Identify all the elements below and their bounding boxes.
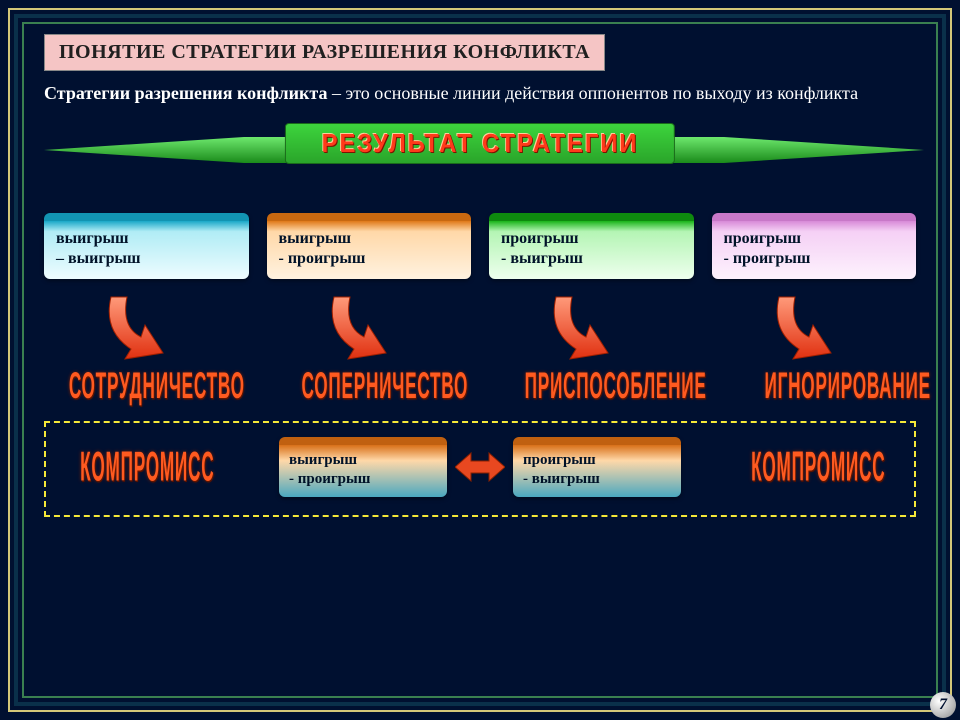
comp-left-line2: - проигрыш xyxy=(289,471,370,487)
compromise-box-right: проигрыш - выигрыш xyxy=(513,437,681,497)
curved-arrow-icon xyxy=(314,291,424,369)
bidirectional-arrow-icon xyxy=(455,449,505,485)
compromise-container: КОМПРОМИСС выигрыш - проигрыш проигрыш -… xyxy=(44,421,916,517)
strategy-box-1: выигрыш - проигрыш xyxy=(267,213,472,279)
comp-right-line2: - выигрыш xyxy=(523,471,600,487)
strategy-box-2: проигрыш - выигрыш xyxy=(489,213,694,279)
definition-text: Стратегии разрешения конфликта – это осн… xyxy=(44,81,916,105)
strategy-row: выигрыш– выигрышвыигрыш- проигрышпроигры… xyxy=(44,213,916,279)
arrow-cell-2 xyxy=(489,291,694,369)
result-label-1: СОПЕРНИЧЕСТВО xyxy=(301,364,468,408)
strategy-box-3: проигрыш - проигрыш xyxy=(712,213,917,279)
compromise-center: выигрыш - проигрыш проигрыш - выигрыш xyxy=(279,437,681,497)
strategy-3-line1: проигрыш xyxy=(724,230,802,247)
title-box: ПОНЯТИЕ СТРАТЕГИИ РАЗРЕШЕНИЯ КОНФЛИКТА xyxy=(44,34,605,71)
arrow-row xyxy=(44,291,916,369)
strategy-3-line2: - проигрыш xyxy=(724,250,811,267)
comp-left-line1: выигрыш xyxy=(289,452,357,468)
strategy-1-line2: - проигрыш xyxy=(279,250,366,267)
strategy-0-line1: выигрыш xyxy=(56,230,129,247)
compromise-label-left: КОМПРОМИСС xyxy=(80,442,209,491)
compromise-label-right: КОМПРОМИСС xyxy=(751,442,880,491)
content-area: ПОНЯТИЕ СТРАТЕГИИ РАЗРЕШЕНИЯ КОНФЛИКТА С… xyxy=(22,22,938,698)
strategy-2-line2: - выигрыш xyxy=(501,250,583,267)
strategy-box-0: выигрыш – выигрыш xyxy=(44,213,249,279)
banner-box: РЕЗУЛЬТАТ СТРАТЕГИИ xyxy=(285,123,675,164)
result-label-3: ИГНОРИРОВАНИЕ xyxy=(764,364,930,408)
comp-right-line1: проигрыш xyxy=(523,452,596,468)
strategy-2-line1: проигрыш xyxy=(501,230,579,247)
page-number-badge: 7 xyxy=(930,692,956,718)
banner: РЕЗУЛЬТАТ СТРАТЕГИИ xyxy=(44,123,916,183)
mid-frame: ПОНЯТИЕ СТРАТЕГИИ РАЗРЕШЕНИЯ КОНФЛИКТА С… xyxy=(14,14,946,706)
arrow-cell-1 xyxy=(267,291,472,369)
arrow-cell-3 xyxy=(712,291,917,369)
strategy-1-line1: выигрыш xyxy=(279,230,352,247)
curved-arrow-icon xyxy=(759,291,869,369)
definition-rest: – это основные линии действия оппонентов… xyxy=(327,83,858,103)
curved-arrow-icon xyxy=(91,291,201,369)
page-number: 7 xyxy=(939,696,947,714)
strategy-0-line2: – выигрыш xyxy=(56,250,141,267)
compromise-box-left: выигрыш - проигрыш xyxy=(279,437,447,497)
arrow-cell-0 xyxy=(44,291,249,369)
outer-frame: ПОНЯТИЕ СТРАТЕГИИ РАЗРЕШЕНИЯ КОНФЛИКТА С… xyxy=(8,8,952,712)
result-label-2: ПРИСПОСОБЛЕНИЕ xyxy=(525,364,707,408)
banner-label: РЕЗУЛЬТАТ СТРАТЕГИИ xyxy=(322,128,639,159)
definition-term: Стратегии разрешения конфликта xyxy=(44,83,327,103)
result-row: СОТРУДНИЧЕСТВОСОПЕРНИЧЕСТВОПРИСПОСОБЛЕНИ… xyxy=(44,373,916,399)
curved-arrow-icon xyxy=(536,291,646,369)
page-title: ПОНЯТИЕ СТРАТЕГИИ РАЗРЕШЕНИЯ КОНФЛИКТА xyxy=(59,41,590,64)
result-label-0: СОТРУДНИЧЕСТВО xyxy=(69,364,245,408)
